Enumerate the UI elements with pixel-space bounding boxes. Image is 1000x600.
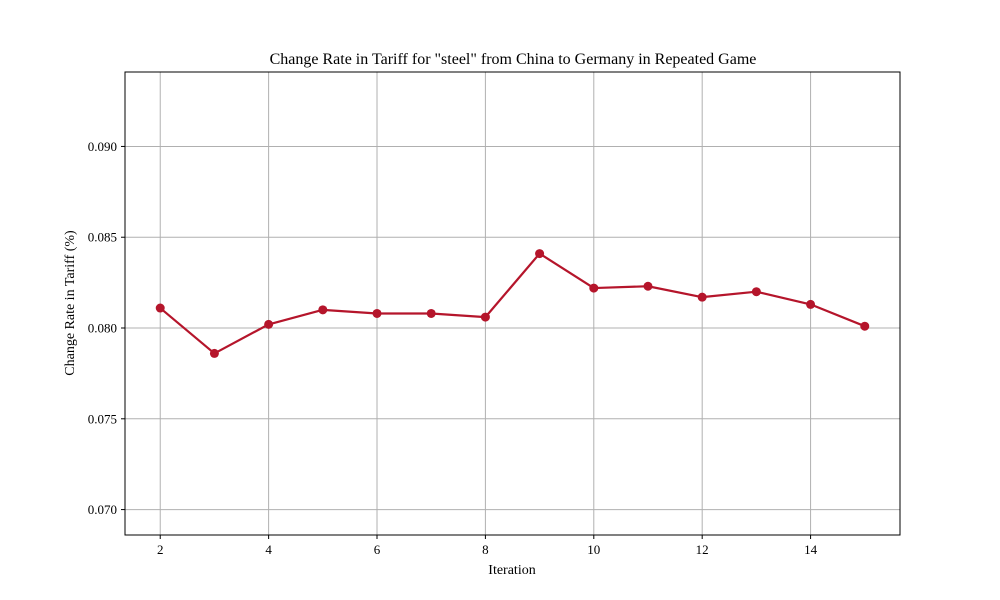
data-point	[697, 292, 707, 302]
data-point	[264, 319, 274, 329]
y-axis-label: Change Rate in Tariff (%)	[63, 230, 78, 376]
data-point	[860, 321, 870, 331]
plot-frame	[124, 71, 901, 536]
data-point	[480, 312, 490, 322]
y-tick-label: 0.090	[88, 139, 117, 154]
x-tick-label: 2	[157, 542, 164, 557]
data-point	[209, 348, 219, 358]
x-tick-label: 10	[587, 542, 600, 557]
data-point	[643, 281, 653, 291]
x-axis-label: Iteration	[488, 563, 535, 578]
x-tick-label: 12	[696, 542, 709, 557]
data-point	[372, 308, 382, 318]
series-group	[155, 249, 870, 358]
data-point	[318, 305, 328, 315]
data-point	[751, 287, 761, 297]
data-point	[535, 249, 545, 259]
y-tick-label: 0.080	[88, 321, 117, 336]
data-point	[806, 299, 816, 309]
x-tick-label: 8	[482, 542, 489, 557]
data-point	[155, 303, 165, 313]
y-tick-label: 0.075	[88, 411, 117, 426]
series-line	[159, 252, 866, 355]
x-tick-label: 14	[804, 542, 818, 557]
x-tick-label: 6	[374, 542, 381, 557]
x-tick-label: 4	[265, 542, 272, 557]
y-tick-label: 0.070	[88, 502, 117, 517]
chart-title: Change Rate in Tariff for "steel" from C…	[270, 51, 757, 68]
y-axis: 0.070 0.075 0.080 0.085 0.090	[88, 139, 125, 517]
data-point	[426, 308, 436, 318]
grid	[125, 72, 900, 535]
data-point	[589, 283, 599, 293]
y-tick-label: 0.085	[88, 230, 117, 245]
x-axis: 2 4 6 8 10 12 14	[157, 535, 818, 557]
